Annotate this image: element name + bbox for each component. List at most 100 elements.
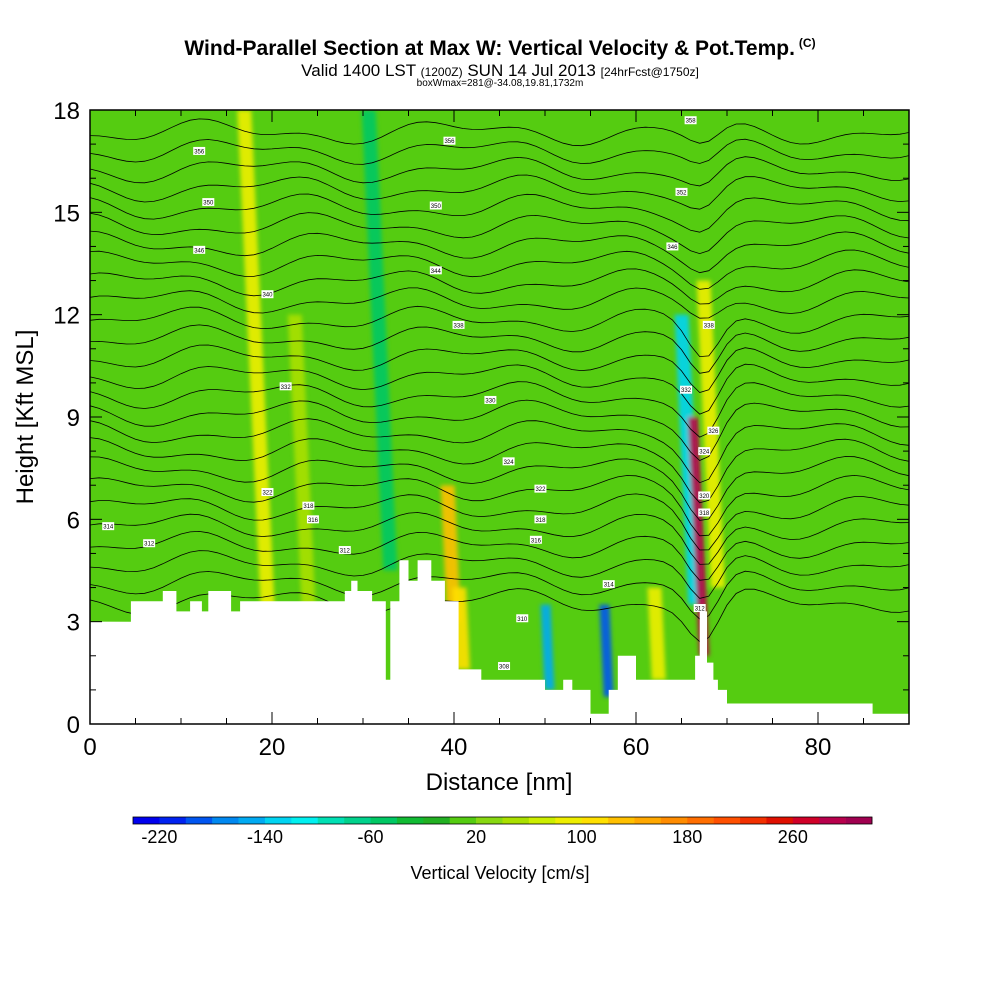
colorbar-swatch xyxy=(502,817,530,824)
isentrope-label-box xyxy=(516,614,529,623)
x-tick-label: 80 xyxy=(805,734,832,761)
isentrope-line xyxy=(90,399,909,461)
copyright-mark: (C) xyxy=(798,36,816,50)
isentrope-label-box xyxy=(666,242,679,251)
isentrope-label: 346 xyxy=(194,248,205,254)
colorbar-tick-label: 20 xyxy=(466,827,486,847)
colorbar-swatch xyxy=(291,817,319,824)
isentrope-label: 330 xyxy=(485,398,496,404)
isentrope-label-box xyxy=(452,320,465,329)
valid-utc: (1200Z) xyxy=(420,65,463,79)
velocity-band xyxy=(540,604,555,690)
x-tick-label: 60 xyxy=(623,734,650,761)
isentrope-label-box xyxy=(429,201,442,210)
colorbar-tick-label: 260 xyxy=(778,827,808,847)
isentrope-line xyxy=(90,287,909,319)
isentrope-label: 356 xyxy=(194,149,205,155)
isentrope-label: 314 xyxy=(103,525,114,531)
isentrope-line xyxy=(90,512,909,565)
colorbar-label: Vertical Velocity [cm/s] xyxy=(410,863,590,883)
valid-time-line: Valid 1400 LST (1200Z) SUN 14 Jul 2013 [… xyxy=(0,61,1000,81)
isentrope-label-box xyxy=(602,580,615,589)
isentrope-label: 316 xyxy=(308,518,319,524)
terrain xyxy=(90,560,909,724)
colorbar-swatch xyxy=(133,817,160,824)
forecast-info: [24hrFcst@1750z] xyxy=(600,65,699,79)
colorbar-swatch xyxy=(185,817,213,824)
chart-title-text: Wind-Parallel Section at Max W: Vertical… xyxy=(184,37,795,60)
colorbar: -220 -140 -60 20 100 180 260 xyxy=(132,816,873,847)
isentrope-label: 322 xyxy=(262,491,273,497)
colorbar-swatch xyxy=(476,817,503,824)
y-tick-label: 18 xyxy=(53,98,80,125)
isentrope-label-box xyxy=(675,187,688,196)
isentrope-label-box xyxy=(202,198,215,207)
colorbar-tick-label: -220 xyxy=(141,827,177,847)
isentrope-label-box xyxy=(680,385,693,394)
isentrope-label: 326 xyxy=(708,429,719,435)
colorbar-swatch xyxy=(528,817,556,824)
colorbar-frame xyxy=(132,816,873,825)
isentrope-line xyxy=(90,344,909,393)
isentrope-line xyxy=(90,249,909,290)
isentrope-label: 314 xyxy=(604,583,615,589)
isentrope-label: 322 xyxy=(535,487,546,493)
isentrope-label: 318 xyxy=(303,504,314,510)
y-tick-label: 0 xyxy=(67,712,80,739)
colorbar-swatch xyxy=(740,817,767,824)
isentrope-label-box xyxy=(261,290,274,299)
colorbar-swatch xyxy=(845,817,873,824)
isentrope-label: 310 xyxy=(517,617,528,623)
valid-prefix: Valid 1400 LST xyxy=(301,61,416,80)
velocity-band xyxy=(361,110,398,571)
isentrope-label: 340 xyxy=(262,293,273,299)
y-tick-label: 6 xyxy=(67,507,80,534)
isentrope-label: 312 xyxy=(340,549,351,555)
isentrope-label: 308 xyxy=(499,665,510,671)
x-axis-label: Distance [nm] xyxy=(426,769,573,796)
colorbar-swatch xyxy=(212,817,239,824)
isentrope-label: 318 xyxy=(535,518,546,524)
isentrope-line xyxy=(90,268,909,305)
isentrope-line xyxy=(90,530,909,581)
isentrope-label-box xyxy=(534,484,547,493)
isentrope-label: 350 xyxy=(203,201,214,207)
velocity-band xyxy=(647,587,666,680)
chart-title: Wind-Parallel Section at Max W: Vertical… xyxy=(0,36,1000,61)
isentrope-line xyxy=(90,570,909,620)
colorbar-swatch xyxy=(264,817,292,824)
isentrope-line xyxy=(90,456,909,521)
isentrope-line xyxy=(90,138,909,165)
valid-date: SUN 14 Jul 2013 xyxy=(467,61,596,80)
isentrope-label-box xyxy=(707,426,720,435)
isentrope-label: 346 xyxy=(667,245,678,251)
y-tick-label: 15 xyxy=(53,200,80,227)
isentrope-line xyxy=(90,437,909,504)
isentrope-label-box xyxy=(261,488,274,497)
isentrope-label: 316 xyxy=(531,538,542,544)
isentrope-label-box xyxy=(698,508,711,517)
colorbar-swatch xyxy=(317,817,345,824)
colorbar-swatch xyxy=(370,817,398,824)
isentrope-label-box xyxy=(529,535,542,544)
isentrope-line xyxy=(90,418,909,484)
isentrope-label-box xyxy=(193,146,206,155)
isentrope-label-box xyxy=(279,382,292,391)
colorbar-tick-label: 100 xyxy=(567,827,597,847)
isentrope-label-box xyxy=(498,662,511,671)
colorbar-swatch xyxy=(819,817,846,824)
isentrope-line xyxy=(90,212,909,255)
isentrope-label-box xyxy=(143,539,156,548)
y-axis: 0 3 6 9 12 15 18 xyxy=(53,98,909,739)
isentrope-label-box xyxy=(484,395,497,404)
isentrope-line xyxy=(90,324,909,374)
y-tick-label: 9 xyxy=(67,405,80,432)
box-info: boxWmax=281@-34.08,19.81,1732m xyxy=(416,78,584,89)
isentrope-line xyxy=(90,156,909,187)
isentrope-label: 332 xyxy=(281,385,292,391)
colorbar-swatch xyxy=(608,817,635,824)
colorbar-swatch xyxy=(238,817,266,824)
isentrope-label-box xyxy=(443,136,456,145)
isentrope-label-box xyxy=(193,245,206,254)
